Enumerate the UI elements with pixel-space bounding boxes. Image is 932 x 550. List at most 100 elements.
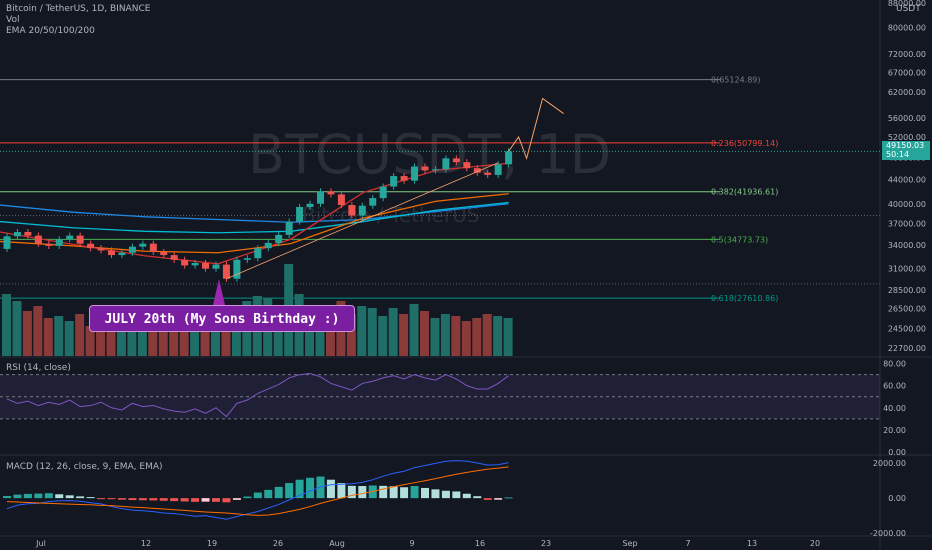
volume-bar bbox=[179, 326, 189, 356]
macd-histogram-bar bbox=[107, 498, 116, 500]
macd-histogram-bar bbox=[452, 491, 461, 499]
rsi-tick-label: 20.00 bbox=[883, 426, 906, 435]
volume-bar bbox=[440, 314, 450, 356]
volume-bar bbox=[127, 326, 137, 356]
volume-bar bbox=[116, 318, 126, 356]
candle-body bbox=[285, 221, 293, 235]
candle-body bbox=[275, 234, 283, 243]
candle-body bbox=[390, 176, 398, 187]
macd-histogram-bar bbox=[34, 493, 43, 499]
candle-body bbox=[327, 191, 335, 195]
volume-bar bbox=[211, 321, 220, 356]
candle-body bbox=[442, 158, 450, 170]
volume-bar bbox=[273, 311, 283, 356]
time-tick-label: 23 bbox=[541, 539, 551, 548]
time-tick-label: 7 bbox=[685, 539, 690, 548]
price-tick-label: 26500.00 bbox=[888, 305, 926, 314]
candle-body bbox=[254, 248, 262, 259]
macd-histogram-bar bbox=[400, 487, 409, 499]
macd-histogram-bar bbox=[97, 498, 106, 500]
macd-histogram-bar bbox=[13, 494, 22, 499]
time-tick-label: Sep bbox=[622, 539, 637, 548]
candle-body bbox=[24, 232, 32, 236]
macd-histogram-bar bbox=[180, 498, 189, 502]
macd-tick-label: -2000.00 bbox=[870, 529, 906, 538]
symbol-title: Bitcoin / TetherUS, 1D, BINANCE bbox=[6, 4, 151, 14]
candle-body bbox=[358, 205, 366, 216]
macd-tick-label: 2000.00 bbox=[873, 459, 906, 468]
candle-body bbox=[369, 198, 377, 206]
candle-body bbox=[411, 166, 419, 181]
time-tick-label: 20 bbox=[810, 539, 820, 548]
rsi-tick-label: 40.00 bbox=[883, 404, 906, 413]
time-tick-label: 19 bbox=[207, 539, 217, 548]
volume-bar bbox=[148, 328, 158, 356]
macd-tick-label: 0.00 bbox=[888, 494, 906, 503]
candle-body bbox=[306, 203, 314, 207]
macd-histogram-bar bbox=[295, 479, 304, 499]
time-tick-label: 26 bbox=[273, 539, 283, 548]
projection-path bbox=[508, 97, 564, 161]
volume-bar bbox=[430, 318, 440, 356]
volume-bar bbox=[75, 314, 85, 356]
price-tick-label: 72000.00 bbox=[888, 50, 926, 59]
candle-body bbox=[431, 169, 439, 171]
macd-histogram-bar bbox=[264, 489, 273, 499]
candle-body bbox=[212, 264, 220, 269]
volume-bar bbox=[190, 316, 200, 356]
macd-histogram-bar bbox=[389, 486, 398, 499]
macd-histogram-bar bbox=[23, 493, 32, 499]
candle-body bbox=[160, 251, 168, 256]
candle-body bbox=[337, 194, 345, 206]
candle-body bbox=[317, 191, 324, 204]
axes: 88000.0080000.0072000.0067000.0062000.00… bbox=[35, 0, 926, 548]
candle-body bbox=[87, 243, 95, 249]
volume-bar bbox=[158, 321, 168, 356]
ema-100-line bbox=[0, 201, 509, 234]
macd-histogram-bar bbox=[337, 483, 346, 499]
candle-body bbox=[421, 166, 429, 171]
volume-bar bbox=[378, 316, 388, 356]
macd-histogram-bar bbox=[504, 497, 513, 499]
volume-bar bbox=[482, 314, 492, 356]
callout-pointer bbox=[213, 279, 225, 305]
time-tick-label: 9 bbox=[409, 539, 414, 548]
macd-histogram-bar bbox=[483, 498, 492, 500]
fib-levels: 0(65124.89) 0.236(50799.14) 0.382(41936.61… bbox=[0, 76, 778, 303]
volume-bar bbox=[54, 316, 64, 356]
candle-body bbox=[181, 259, 189, 266]
candle-body bbox=[296, 206, 304, 222]
volume-bar bbox=[305, 316, 315, 356]
macd-histogram-bar bbox=[494, 498, 503, 500]
price-tick-label: 22700.00 bbox=[888, 344, 926, 353]
candle-body bbox=[149, 243, 157, 252]
price-tick-label: 40000.00 bbox=[888, 200, 926, 209]
candles bbox=[3, 148, 513, 282]
price-tick-label: 88000.00 bbox=[888, 0, 926, 8]
macd-histogram-bar bbox=[138, 498, 147, 501]
macd-histogram-bar bbox=[191, 498, 200, 502]
candle-body bbox=[222, 264, 230, 279]
time-tick-label: 16 bbox=[475, 539, 485, 548]
candle-body bbox=[202, 262, 210, 269]
candle-body bbox=[400, 176, 408, 181]
price-tick-label: 80000.00 bbox=[888, 23, 926, 32]
volume-bar bbox=[2, 294, 11, 356]
volume-bar bbox=[33, 306, 43, 356]
fib-label: 0.618(27610.86) bbox=[711, 294, 778, 303]
candle-body bbox=[76, 235, 84, 244]
price-tick-label: 52000.00 bbox=[888, 133, 926, 142]
macd-histogram-bar bbox=[159, 498, 168, 501]
fib-label: 0(65124.89) bbox=[711, 76, 761, 85]
rsi-tick-label: 0.00 bbox=[888, 448, 906, 457]
fib-label: 0.5(34773.73) bbox=[711, 235, 768, 244]
volume-bar bbox=[388, 308, 398, 356]
macd-histogram-bar bbox=[410, 486, 419, 499]
candle-body bbox=[128, 246, 136, 253]
volume-bar bbox=[399, 314, 409, 356]
candle-body bbox=[139, 243, 147, 247]
macd-histogram-bar bbox=[65, 495, 74, 499]
price-tick-label: 31000.00 bbox=[888, 265, 926, 274]
macd-histogram-bar bbox=[201, 498, 210, 502]
